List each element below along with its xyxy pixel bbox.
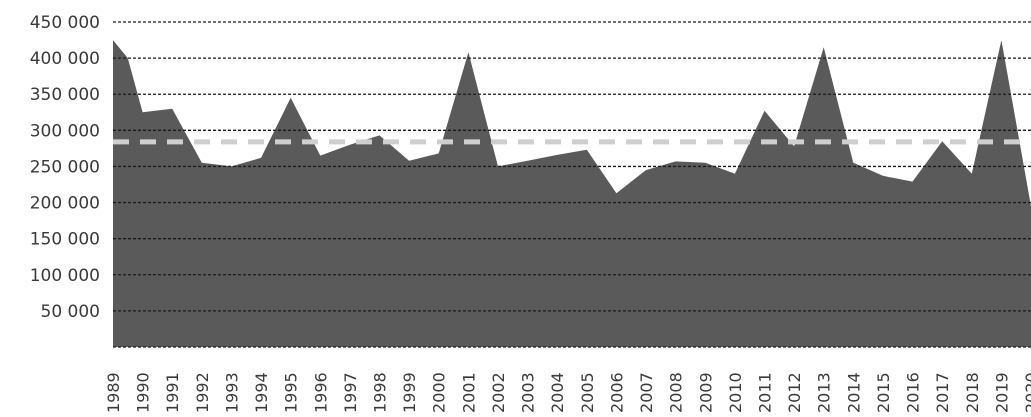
x-axis-ticks: 1989 1990 1991 1992 1993 1994 1995 1996 1997 1998… <box>104 372 1031 413</box>
x-tick-label: 2014 <box>844 372 863 413</box>
x-tick-label: 2016 <box>904 372 923 413</box>
y-tick-label: 400 000 <box>30 49 100 69</box>
x-tick-label: 1995 <box>282 372 301 413</box>
x-tick-label: 2010 <box>726 372 745 413</box>
x-tick-label: 2019 <box>992 372 1011 413</box>
x-tick-label: 2006 <box>607 372 626 413</box>
y-tick-label: 150 000 <box>30 230 100 250</box>
y-tick-label: 200 000 <box>30 194 100 214</box>
x-tick-label: 2020 <box>1022 372 1031 413</box>
x-tick-label: 1998 <box>371 372 390 413</box>
x-tick-label: 2017 <box>933 372 952 413</box>
gridlines <box>113 21 1031 348</box>
x-tick-label: 2005 <box>578 372 597 413</box>
y-tick-label: 250 000 <box>30 157 100 177</box>
x-tick-label: 1991 <box>163 372 182 413</box>
x-tick-label: 2007 <box>637 372 656 413</box>
area-layer <box>113 40 1031 347</box>
x-tick-label: 1997 <box>341 372 360 413</box>
y-tick-label: 450 000 <box>30 13 100 33</box>
x-tick-label: 1992 <box>193 372 212 413</box>
x-tick-label: 2009 <box>696 372 715 413</box>
area-series <box>113 40 1031 347</box>
y-tick-label: 300 000 <box>30 121 100 141</box>
x-tick-label: 2013 <box>815 372 834 413</box>
x-tick-label: 1999 <box>400 372 419 413</box>
x-tick-label: 2004 <box>548 372 567 413</box>
x-tick-label: 2011 <box>756 372 775 413</box>
x-tick-label: 2003 <box>519 372 538 413</box>
y-tick-label: 350 000 <box>30 85 100 105</box>
x-tick-label: 2015 <box>874 372 893 413</box>
y-tick-label: 100 000 <box>30 266 100 286</box>
x-tick-label: 2008 <box>667 372 686 413</box>
x-tick-label: 1994 <box>252 372 271 413</box>
x-tick-label: 2012 <box>785 372 804 413</box>
x-tick-label: 2001 <box>459 372 478 413</box>
x-tick-label: 2000 <box>430 372 449 413</box>
y-tick-label: 50 000 <box>41 302 100 322</box>
x-tick-label: 1989 <box>104 372 123 413</box>
x-tick-label: 1990 <box>134 372 153 413</box>
x-tick-label: 1993 <box>223 372 242 413</box>
x-tick-label: 1996 <box>311 372 330 413</box>
y-axis-ticks: 50 000 100 000 150 000 200 000 250 000 300 00… <box>30 13 100 322</box>
x-tick-label: 2002 <box>489 372 508 413</box>
x-tick-label: 2018 <box>963 372 982 413</box>
